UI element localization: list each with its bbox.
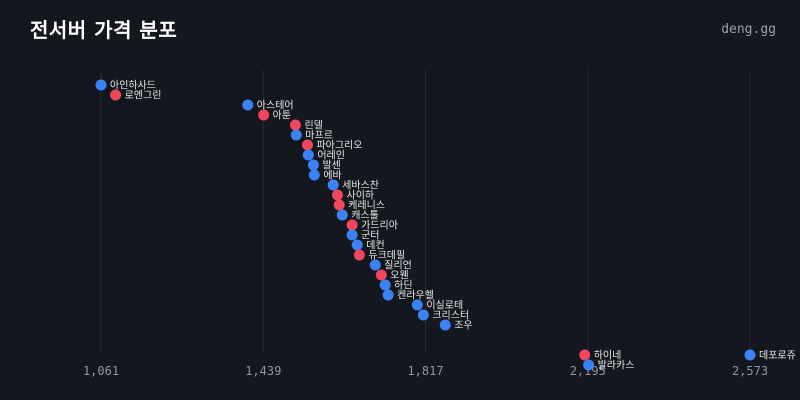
point-marker[interactable] xyxy=(110,89,122,101)
point-label: 린델 xyxy=(304,120,322,132)
x-tick-label: 1,439 xyxy=(245,364,281,378)
data-point[interactable]: 하딘 xyxy=(379,279,413,292)
data-point[interactable]: 조우 xyxy=(439,319,473,332)
point-label: 세바스찬 xyxy=(342,180,379,192)
data-point[interactable]: 데포로쥬 xyxy=(744,349,796,362)
point-marker[interactable] xyxy=(336,209,348,221)
point-label: 아인하사드 xyxy=(110,79,156,92)
data-point[interactable]: 이실로테 xyxy=(411,299,463,312)
point-marker[interactable] xyxy=(301,139,313,151)
point-label: 발라카스 xyxy=(598,360,635,372)
data-point[interactable]: 세바스찬 xyxy=(327,179,379,192)
point-label: 아툰 xyxy=(273,110,291,122)
data-point[interactable]: 발라카스 xyxy=(583,359,635,372)
point-marker[interactable] xyxy=(346,229,358,241)
point-marker[interactable] xyxy=(583,359,595,371)
point-marker[interactable] xyxy=(289,119,301,131)
point-label: 아스테어 xyxy=(257,100,294,112)
brand-label[interactable]: deng.gg xyxy=(721,22,776,37)
data-point[interactable]: 질리언 xyxy=(369,259,412,272)
point-label: 사이하 xyxy=(347,189,375,202)
point-label: 가드리아 xyxy=(361,220,398,232)
point-marker[interactable] xyxy=(579,349,591,361)
x-tick-label: 1,061 xyxy=(83,364,119,378)
point-label: 발센 xyxy=(322,160,340,172)
data-point[interactable]: 케레니스 xyxy=(333,199,385,212)
point-marker[interactable] xyxy=(411,299,423,311)
point-label: 마프르 xyxy=(305,130,333,142)
data-point[interactable]: 오웬 xyxy=(375,269,409,282)
point-label: 군터 xyxy=(361,230,379,242)
data-point[interactable]: 발센 xyxy=(307,159,341,172)
data-point[interactable]: 린델 xyxy=(289,119,323,132)
data-point[interactable]: 데컨 xyxy=(351,239,385,252)
point-label: 이실로테 xyxy=(426,300,463,312)
data-point[interactable]: 크리스터 xyxy=(417,309,469,322)
data-point[interactable]: 사이하 xyxy=(332,189,374,202)
point-marker[interactable] xyxy=(382,289,394,301)
point-label: 캐스톨 xyxy=(351,210,379,222)
point-marker[interactable] xyxy=(351,239,363,251)
point-marker[interactable] xyxy=(302,149,314,161)
point-label: 로엔그린 xyxy=(125,90,162,102)
point-marker[interactable] xyxy=(327,179,339,191)
point-marker[interactable] xyxy=(308,169,320,181)
point-label: 데컨 xyxy=(366,240,384,252)
point-marker[interactable] xyxy=(290,129,302,141)
data-point[interactable]: 아툰 xyxy=(258,109,291,122)
point-marker[interactable] xyxy=(353,249,365,261)
data-points: 아인하사드로엔그린아스테어아툰린델마프르파아그리오어레인발센에바세바스찬사이하케… xyxy=(95,79,796,372)
point-marker[interactable] xyxy=(417,309,429,321)
data-point[interactable]: 하이네 xyxy=(579,349,621,362)
point-label: 파아그리오 xyxy=(316,140,362,152)
data-point[interactable]: 캐스톨 xyxy=(336,209,379,222)
point-label: 조우 xyxy=(454,320,472,332)
point-label: 질리언 xyxy=(384,260,412,272)
x-tick-label: 1,817 xyxy=(407,364,443,378)
point-marker[interactable] xyxy=(332,189,344,201)
point-label: 데포로쥬 xyxy=(759,350,796,362)
data-point[interactable]: 듀크데필 xyxy=(353,249,405,262)
point-marker[interactable] xyxy=(369,259,381,271)
point-label: 크리스터 xyxy=(432,310,469,322)
point-marker[interactable] xyxy=(258,109,270,121)
data-point[interactable]: 파아그리오 xyxy=(301,139,363,152)
point-label: 에바 xyxy=(323,170,341,182)
point-marker[interactable] xyxy=(333,199,345,211)
point-marker[interactable] xyxy=(744,349,756,361)
data-point[interactable]: 에바 xyxy=(308,169,342,182)
chart-title: 전서버 가격 분포 xyxy=(30,18,178,42)
point-label: 어레인 xyxy=(317,150,345,162)
data-point[interactable]: 어레인 xyxy=(302,149,345,162)
point-marker[interactable] xyxy=(375,269,387,281)
point-label: 케레니스 xyxy=(348,200,385,212)
data-point[interactable]: 켄라우헬 xyxy=(382,289,434,302)
point-marker[interactable] xyxy=(242,99,254,111)
point-label: 켄라우헬 xyxy=(397,290,434,302)
x-axis-ticks: 1,061 1,439 1,817 2,195 2,573 xyxy=(83,364,768,378)
point-marker[interactable] xyxy=(439,319,451,331)
x-tick-label: 2,573 xyxy=(732,364,768,378)
point-marker[interactable] xyxy=(346,219,358,231)
point-label: 하이네 xyxy=(594,349,622,362)
point-label: 듀크데필 xyxy=(368,250,405,262)
point-label: 하딘 xyxy=(394,279,412,292)
data-point[interactable]: 아인하사드 xyxy=(95,79,157,92)
point-marker[interactable] xyxy=(307,159,319,171)
data-point[interactable]: 로엔그린 xyxy=(110,89,162,102)
point-label: 오웬 xyxy=(390,269,408,282)
data-point[interactable]: 군터 xyxy=(346,229,380,242)
data-point[interactable]: 마프르 xyxy=(290,129,333,142)
data-point[interactable]: 아스테어 xyxy=(242,99,294,112)
data-point[interactable]: 가드리아 xyxy=(346,219,398,232)
point-marker[interactable] xyxy=(95,79,107,91)
point-marker[interactable] xyxy=(379,279,391,291)
x-tick-label: 2,195 xyxy=(570,364,606,378)
